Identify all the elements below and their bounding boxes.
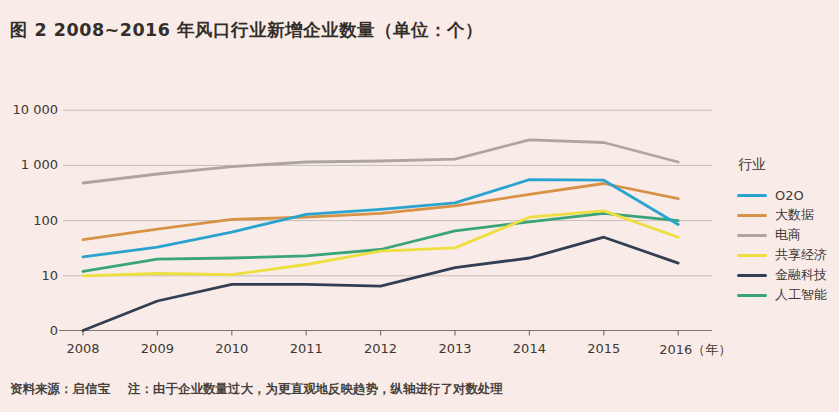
y-tick-label: 10 bbox=[0, 268, 58, 284]
legend-label: O2O bbox=[775, 188, 804, 203]
legend-entry-4: 金融科技 bbox=[737, 265, 837, 285]
legend-swatch-icon bbox=[737, 214, 767, 217]
legend-swatch-icon bbox=[737, 234, 767, 237]
legend-entry-3: 共享经济 bbox=[737, 245, 837, 265]
legend-entry-0: O2O bbox=[737, 185, 837, 205]
chart-canvas: 图 2 2008~2016 年风口行业新增企业数量（单位：个） 10 0001 … bbox=[0, 0, 839, 412]
footer-note: 资料来源：启信宝 注：由于企业数量过大，为更直观地反映趋势，纵轴进行了对数处理 bbox=[10, 381, 503, 398]
y-tick-label: 0 bbox=[0, 323, 58, 339]
legend-swatch-icon bbox=[737, 294, 767, 297]
legend-entry-2: 电商 bbox=[737, 225, 837, 245]
x-tick-label: 2013 bbox=[438, 341, 471, 356]
legend-label: 大数据 bbox=[775, 206, 814, 224]
x-tick-label: 2008 bbox=[66, 341, 99, 356]
legend-entries: O2O 大数据电商共享经济金融科技人工智能 bbox=[737, 185, 837, 305]
legend-swatch-icon bbox=[737, 254, 767, 257]
legend-label: 金融科技 bbox=[775, 266, 827, 284]
legend-swatch-icon bbox=[737, 274, 767, 277]
x-tick-label: 2012 bbox=[364, 341, 397, 356]
legend-label: 共享经济 bbox=[775, 246, 827, 264]
legend-label: 人工智能 bbox=[775, 286, 827, 304]
legend-title: 行业 bbox=[738, 156, 837, 174]
x-tick-label: 2016（年） bbox=[659, 341, 731, 359]
x-tick-label: 2009 bbox=[141, 341, 174, 356]
note-text: 注：由于企业数量过大，为更直观地反映趋势，纵轴进行了对数处理 bbox=[128, 381, 503, 396]
x-tick-label: 2011 bbox=[290, 341, 323, 356]
legend: 行业 O2O 大数据电商共享经济金融科技人工智能 bbox=[737, 156, 837, 305]
y-tick-label: 100 bbox=[0, 213, 58, 229]
x-tick-label: 2015 bbox=[587, 341, 620, 356]
x-tick-label: 2014 bbox=[513, 341, 546, 356]
legend-swatch-icon bbox=[737, 194, 767, 197]
y-tick-label: 10 000 bbox=[0, 102, 58, 118]
legend-label: 电商 bbox=[775, 226, 801, 244]
y-tick-label: 1 000 bbox=[0, 157, 58, 173]
series-line-0 bbox=[83, 180, 678, 257]
legend-entry-1: 大数据 bbox=[737, 205, 837, 225]
series-line-2 bbox=[83, 140, 678, 183]
legend-entry-5: 人工智能 bbox=[737, 285, 837, 305]
x-tick-label: 2010 bbox=[215, 341, 248, 356]
source-text: 资料来源：启信宝 bbox=[10, 381, 110, 396]
